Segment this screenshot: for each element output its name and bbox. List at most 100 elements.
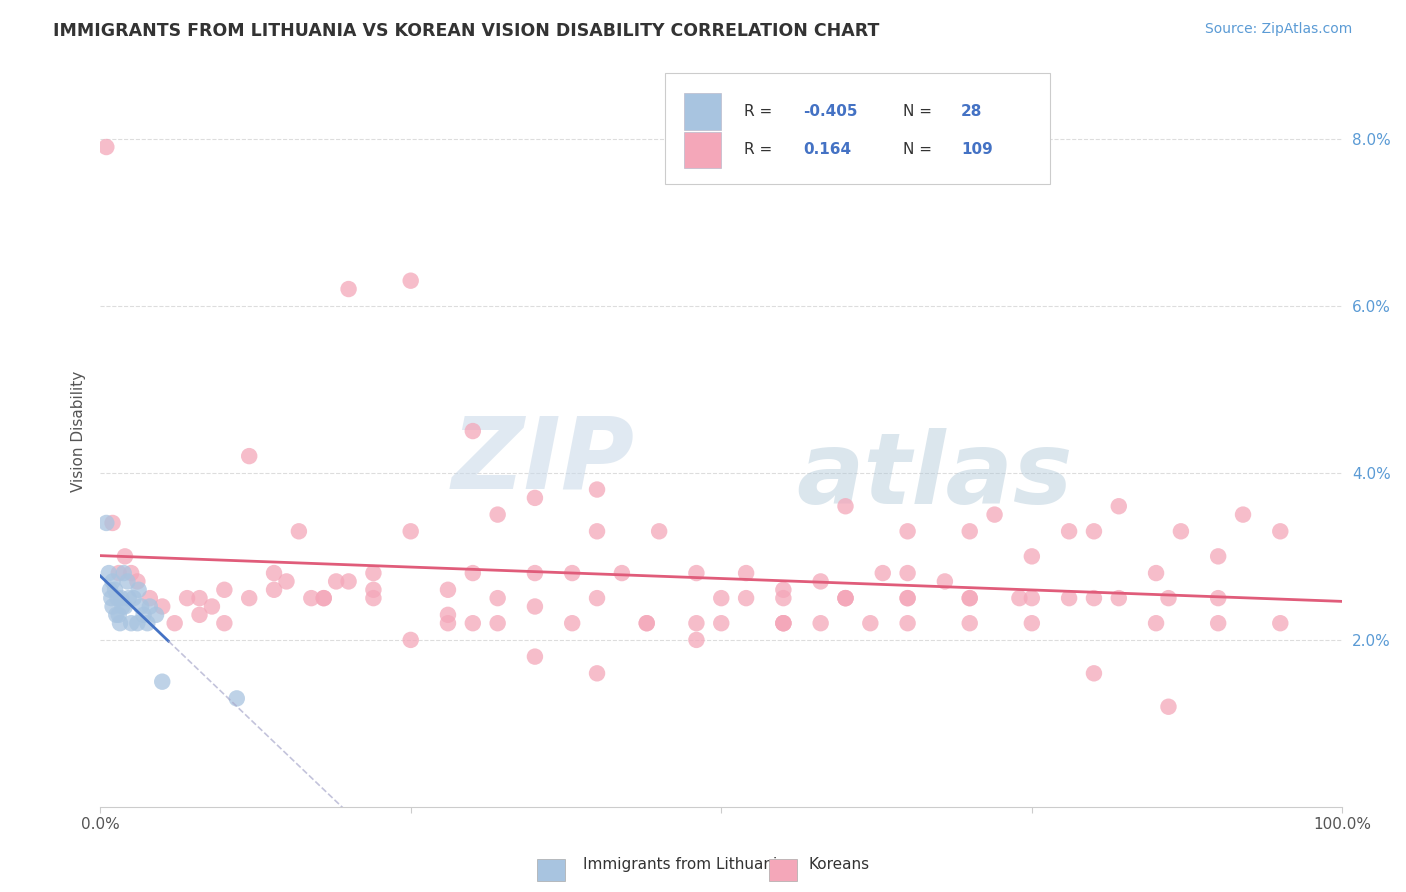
Point	[486, 591, 509, 606]
Text: -0.405: -0.405	[803, 104, 858, 119]
Point	[1021, 591, 1043, 606]
Text: 109: 109	[962, 143, 993, 157]
Point	[636, 616, 658, 631]
Point	[461, 424, 484, 438]
Point	[188, 607, 211, 622]
Point	[1108, 591, 1130, 606]
Point	[312, 591, 335, 606]
Point	[897, 591, 920, 606]
Point	[1021, 616, 1043, 631]
Point	[648, 524, 671, 539]
Point	[105, 607, 128, 622]
Text: Immigrants from Lithuania: Immigrants from Lithuania	[583, 857, 787, 872]
Point	[1270, 616, 1292, 631]
Point	[97, 566, 120, 580]
Point	[111, 599, 134, 614]
Point	[188, 591, 211, 606]
Point	[150, 674, 173, 689]
Point	[897, 591, 920, 606]
Point	[337, 574, 360, 589]
Point	[325, 574, 347, 589]
Point	[150, 599, 173, 614]
Point	[117, 574, 139, 589]
Point	[685, 632, 707, 647]
Point	[586, 666, 609, 681]
Point	[1021, 549, 1043, 564]
Point	[897, 524, 920, 539]
Point	[276, 574, 298, 589]
Point	[772, 582, 794, 597]
Point	[586, 524, 609, 539]
Point	[772, 591, 794, 606]
Point	[685, 566, 707, 580]
Point	[128, 582, 150, 597]
Point	[363, 566, 385, 580]
Text: 0.164: 0.164	[803, 143, 852, 157]
Point	[1232, 508, 1254, 522]
Point	[139, 591, 162, 606]
Point	[461, 616, 484, 631]
Point	[263, 566, 285, 580]
Text: R =: R =	[744, 143, 776, 157]
Point	[127, 574, 149, 589]
Point	[1270, 524, 1292, 539]
Point	[288, 524, 311, 539]
Point	[810, 574, 832, 589]
Point	[100, 591, 122, 606]
Point	[96, 516, 118, 530]
Text: ZIP: ZIP	[451, 413, 634, 509]
Point	[163, 616, 186, 631]
Point	[1008, 591, 1031, 606]
Point	[685, 616, 707, 631]
Point	[934, 574, 956, 589]
Point	[523, 566, 546, 580]
Point	[238, 591, 260, 606]
Point	[1057, 591, 1080, 606]
Point	[1083, 666, 1105, 681]
FancyBboxPatch shape	[683, 94, 721, 129]
Point	[1206, 591, 1229, 606]
Point	[1170, 524, 1192, 539]
Point	[1144, 616, 1167, 631]
Point	[1157, 591, 1180, 606]
Point	[959, 591, 981, 606]
FancyBboxPatch shape	[665, 73, 1050, 185]
Point	[959, 616, 981, 631]
Point	[959, 524, 981, 539]
Point	[834, 591, 856, 606]
Text: N =: N =	[903, 143, 936, 157]
Point	[523, 649, 546, 664]
Point	[114, 549, 136, 564]
Point	[399, 524, 422, 539]
Y-axis label: Vision Disability: Vision Disability	[72, 370, 86, 491]
Point	[486, 508, 509, 522]
Point	[859, 616, 882, 631]
Point	[437, 607, 460, 622]
Point	[561, 566, 583, 580]
Point	[486, 616, 509, 631]
Point	[636, 616, 658, 631]
Point	[983, 508, 1005, 522]
Point	[1206, 549, 1229, 564]
Point	[363, 582, 385, 597]
Point	[214, 616, 236, 631]
Point	[176, 591, 198, 606]
Point	[132, 607, 155, 622]
Point	[1144, 566, 1167, 580]
Point	[101, 516, 124, 530]
Point	[110, 591, 132, 606]
Point	[1157, 699, 1180, 714]
Point	[1057, 524, 1080, 539]
Point	[735, 566, 758, 580]
Point	[735, 591, 758, 606]
Point	[586, 483, 609, 497]
Point	[523, 599, 546, 614]
Point	[263, 582, 285, 597]
Point	[437, 616, 460, 631]
Point	[772, 616, 794, 631]
Point	[238, 449, 260, 463]
Point	[399, 632, 422, 647]
Point	[586, 591, 609, 606]
Point	[897, 566, 920, 580]
Point	[437, 582, 460, 597]
